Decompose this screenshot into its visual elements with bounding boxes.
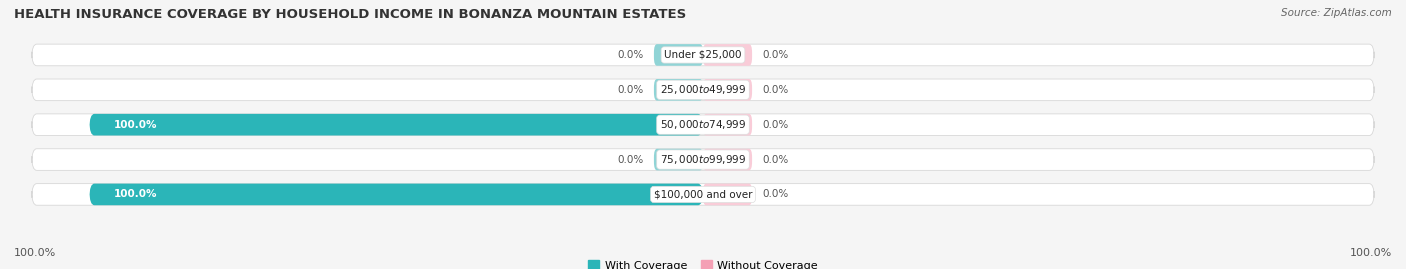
Text: 0.0%: 0.0% [617, 85, 644, 95]
Text: $50,000 to $74,999: $50,000 to $74,999 [659, 118, 747, 131]
FancyBboxPatch shape [703, 44, 752, 66]
Text: 100.0%: 100.0% [114, 120, 157, 130]
Text: 0.0%: 0.0% [762, 50, 789, 60]
Text: $100,000 and over: $100,000 and over [654, 189, 752, 199]
FancyBboxPatch shape [32, 184, 1374, 205]
FancyBboxPatch shape [654, 79, 703, 101]
FancyBboxPatch shape [654, 149, 703, 170]
FancyBboxPatch shape [703, 114, 752, 136]
FancyBboxPatch shape [703, 79, 752, 101]
Text: 0.0%: 0.0% [762, 189, 789, 199]
Text: 0.0%: 0.0% [617, 155, 644, 165]
Text: HEALTH INSURANCE COVERAGE BY HOUSEHOLD INCOME IN BONANZA MOUNTAIN ESTATES: HEALTH INSURANCE COVERAGE BY HOUSEHOLD I… [14, 8, 686, 21]
FancyBboxPatch shape [90, 114, 703, 136]
FancyBboxPatch shape [703, 184, 752, 205]
Text: Source: ZipAtlas.com: Source: ZipAtlas.com [1281, 8, 1392, 18]
FancyBboxPatch shape [32, 114, 1374, 136]
Text: $75,000 to $99,999: $75,000 to $99,999 [659, 153, 747, 166]
Text: 0.0%: 0.0% [762, 85, 789, 95]
Text: 100.0%: 100.0% [14, 248, 56, 258]
Legend: With Coverage, Without Coverage: With Coverage, Without Coverage [583, 256, 823, 269]
FancyBboxPatch shape [32, 149, 1374, 170]
Text: $25,000 to $49,999: $25,000 to $49,999 [659, 83, 747, 96]
FancyBboxPatch shape [703, 149, 752, 170]
Text: 0.0%: 0.0% [617, 50, 644, 60]
Text: 0.0%: 0.0% [762, 155, 789, 165]
Text: 100.0%: 100.0% [114, 189, 157, 199]
Text: 0.0%: 0.0% [762, 120, 789, 130]
Text: 100.0%: 100.0% [1350, 248, 1392, 258]
Text: Under $25,000: Under $25,000 [664, 50, 742, 60]
FancyBboxPatch shape [90, 184, 703, 205]
FancyBboxPatch shape [32, 44, 1374, 66]
FancyBboxPatch shape [654, 44, 703, 66]
FancyBboxPatch shape [32, 79, 1374, 101]
